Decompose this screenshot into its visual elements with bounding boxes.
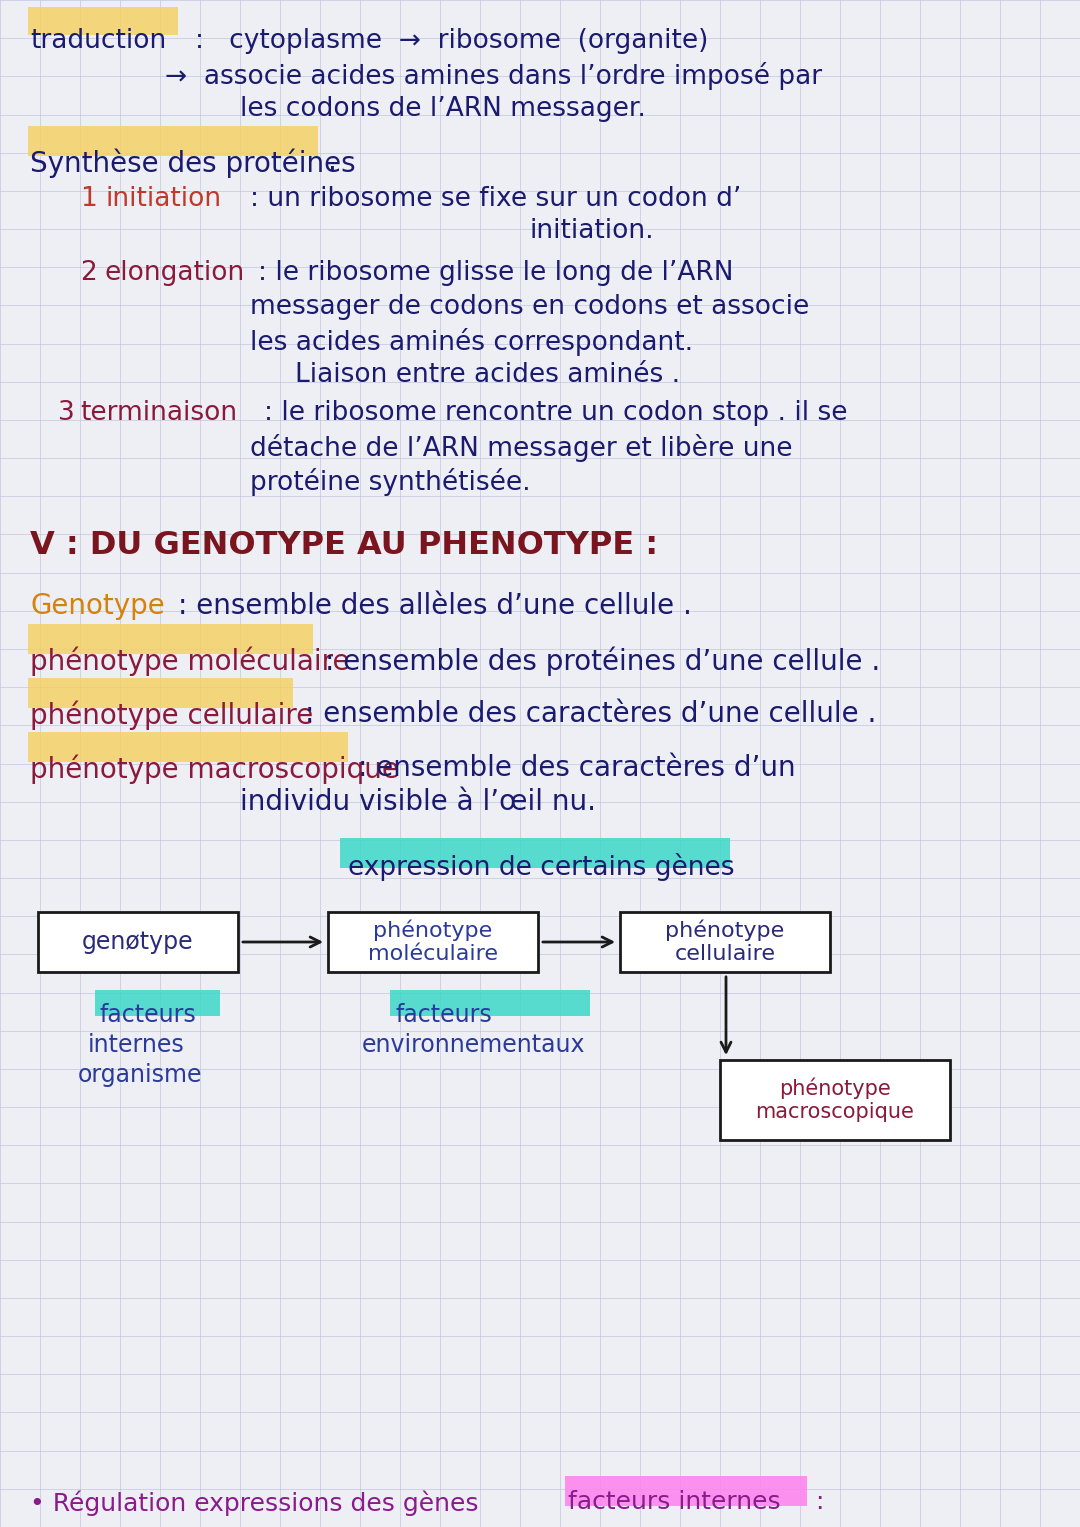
Text: les codons de l’ARN messager.: les codons de l’ARN messager. (240, 96, 646, 122)
Text: : un ribosome se fixe sur un codon d’: : un ribosome se fixe sur un codon d’ (249, 186, 741, 212)
Bar (28, 623, 313, 654)
Text: internes: internes (87, 1032, 185, 1057)
Text: les acides aminés correspondant.: les acides aminés correspondant. (249, 328, 693, 356)
Text: : ensemble des caractères d’une cellule .: : ensemble des caractères d’une cellule … (305, 699, 876, 728)
Text: elongation: elongation (105, 260, 245, 286)
Text: : le ribosome glisse le long de l’ARN: : le ribosome glisse le long de l’ARN (258, 260, 733, 286)
Bar (28, 678, 293, 707)
Bar (720, 1060, 950, 1141)
Bar (38, 912, 238, 973)
Text: individu visible à l’œil nu.: individu visible à l’œil nu. (240, 788, 596, 815)
Text: phénotype macroscopique: phénotype macroscopique (30, 754, 399, 783)
Bar (390, 989, 590, 1015)
Text: :   cytoplasme  →  ribosome  (organite): : cytoplasme → ribosome (organite) (195, 27, 708, 53)
Text: Genotype: Genotype (30, 592, 165, 620)
Text: expression de certains gènes: expression de certains gènes (348, 854, 734, 881)
Text: initiation.: initiation. (530, 218, 654, 244)
Text: phénotype
moléculaire: phénotype moléculaire (368, 919, 498, 965)
Text: :: : (815, 1490, 823, 1513)
Text: V : DU GENOTYPE AU PHENOTYPE :: V : DU GENOTYPE AU PHENOTYPE : (30, 530, 658, 560)
Text: : ensemble des caractères d’un: : ensemble des caractères d’un (357, 754, 796, 782)
Text: environnementaux: environnementaux (362, 1032, 585, 1057)
Text: : ensemble des protéines d’une cellule .: : ensemble des protéines d’une cellule . (325, 646, 880, 675)
Text: • Régulation expressions des gènes: • Régulation expressions des gènes (30, 1490, 478, 1515)
Text: Liaison entre acides aminés .: Liaison entre acides aminés . (295, 362, 680, 388)
Text: détache de l’ARN messager et libère une: détache de l’ARN messager et libère une (249, 434, 793, 463)
Text: facteurs internes: facteurs internes (568, 1490, 781, 1513)
Bar (328, 912, 538, 973)
Text: protéine synthétisée.: protéine synthétisée. (249, 467, 530, 496)
Text: 3: 3 (58, 400, 75, 426)
Bar (95, 989, 220, 1015)
Text: organisme: organisme (78, 1063, 203, 1087)
Text: phénotype
macroscopique: phénotype macroscopique (756, 1078, 915, 1122)
Bar (340, 838, 730, 867)
Text: terminaison: terminaison (80, 400, 238, 426)
Text: phénotype
cellulaire: phénotype cellulaire (665, 919, 785, 965)
Text: genøtype: genøtype (82, 930, 193, 954)
Text: facteurs: facteurs (100, 1003, 197, 1028)
Text: .: . (328, 148, 337, 176)
Bar (28, 125, 318, 156)
Text: →  associe acides amines dans l’ordre imposé par: → associe acides amines dans l’ordre imp… (165, 63, 822, 90)
Text: phénotype cellulaire: phénotype cellulaire (30, 699, 313, 730)
Text: 2: 2 (80, 260, 97, 286)
Text: phénotype moléculaire: phénotype moléculaire (30, 646, 350, 675)
Text: : ensemble des allèles d’une cellule .: : ensemble des allèles d’une cellule . (178, 592, 692, 620)
Bar (565, 1477, 807, 1506)
Text: initiation: initiation (105, 186, 221, 212)
Text: messager de codons en codons et associe: messager de codons en codons et associe (249, 295, 809, 321)
Text: facteurs: facteurs (395, 1003, 491, 1028)
Text: : le ribosome rencontre un codon stop . il se: : le ribosome rencontre un codon stop . … (264, 400, 848, 426)
Bar (28, 8, 178, 35)
Text: traduction: traduction (30, 27, 166, 53)
Text: 1: 1 (80, 186, 97, 212)
Text: Synthèse des protéines: Synthèse des protéines (30, 148, 355, 177)
Bar (28, 731, 348, 762)
Bar (620, 912, 831, 973)
